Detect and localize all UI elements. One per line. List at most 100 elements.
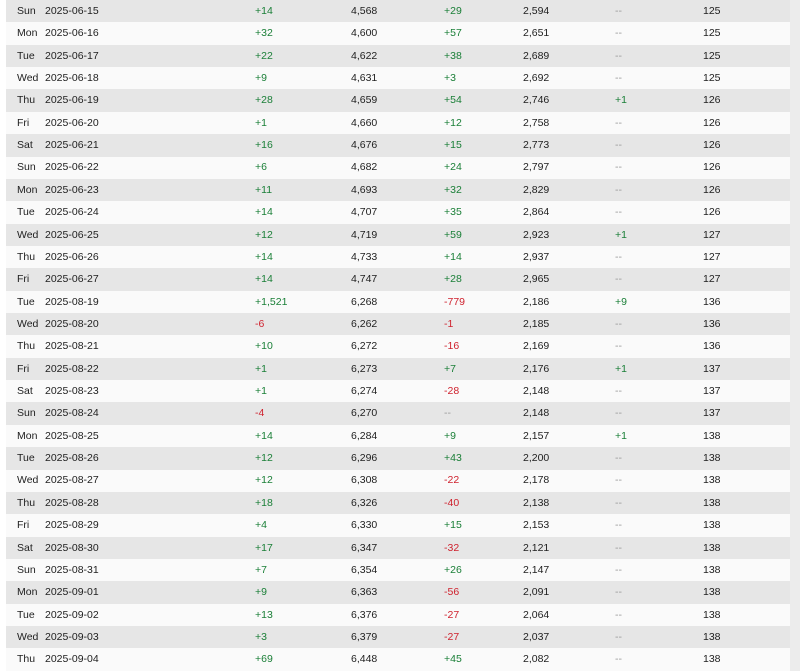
day-of-week-cell: Sat (17, 542, 33, 554)
change-1-cell: +9 (255, 73, 267, 84)
value-3-cell: 136 (703, 296, 721, 308)
value-3-cell: 138 (703, 631, 721, 643)
value-1-cell: 6,363 (351, 587, 378, 598)
change-2-cell: +15 (444, 520, 462, 531)
change-1-cell: +17 (255, 542, 273, 554)
day-of-week-cell: Wed (17, 318, 39, 330)
value-2-cell: 2,746 (523, 95, 550, 106)
change-3-cell: -- (615, 162, 622, 173)
table-row: Tue 2025-06-24 +14 4,707 +35 2,864 -- 12… (6, 201, 790, 224)
date-cell: 2025-08-30 (45, 542, 99, 554)
value-3-cell: 126 (703, 95, 721, 106)
change-2-cell: +54 (444, 95, 462, 106)
change-2-cell: -- (444, 408, 451, 419)
date-cell: 2025-06-15 (45, 5, 99, 17)
change-2-cell: +35 (444, 207, 462, 218)
change-1-cell: +13 (255, 609, 273, 621)
change-1-cell: +9 (255, 587, 267, 598)
value-1-cell: 6,262 (351, 318, 378, 330)
table-row: Sat 2025-06-21 +16 4,676 +15 2,773 -- 12… (6, 134, 790, 157)
table-row: Wed 2025-06-25 +12 4,719 +59 2,923 +1 12… (6, 223, 790, 246)
day-of-week-cell: Mon (17, 587, 38, 598)
day-of-week-cell: Wed (17, 475, 39, 486)
day-of-week-cell: Thu (17, 497, 36, 509)
change-3-cell: -- (615, 475, 622, 486)
value-1-cell: 4,660 (351, 117, 378, 129)
change-1-cell: +10 (255, 341, 273, 352)
value-3-cell: 136 (703, 318, 721, 330)
value-1-cell: 6,330 (351, 520, 378, 531)
table-row: Sat 2025-08-23 +1 6,274 -28 2,148 -- 137 (6, 380, 790, 403)
date-cell: 2025-06-21 (45, 140, 99, 151)
value-1-cell: 6,379 (351, 631, 378, 643)
value-3-cell: 127 (703, 229, 721, 241)
change-2-cell: -40 (444, 497, 460, 509)
day-of-week-cell: Tue (17, 207, 35, 218)
change-3-cell: +1 (615, 95, 627, 106)
change-1-cell: -4 (255, 408, 265, 419)
day-of-week-cell: Thu (17, 341, 36, 352)
change-2-cell: +12 (444, 117, 462, 129)
change-2-cell: +57 (444, 28, 462, 39)
value-1-cell: 6,448 (351, 654, 378, 665)
table-row: Sat 2025-08-30 +17 6,347 -32 2,121 -- 13… (6, 536, 790, 559)
value-3-cell: 127 (703, 251, 721, 263)
value-3-cell: 125 (703, 50, 721, 62)
change-3-cell: +1 (615, 363, 627, 375)
change-2-cell: -56 (444, 587, 460, 598)
change-2-cell: -32 (444, 542, 460, 554)
value-3-cell: 138 (703, 587, 721, 598)
change-3-cell: -- (615, 341, 622, 352)
date-cell: 2025-08-19 (45, 296, 99, 308)
table-row: Thu 2025-09-04 +69 6,448 +45 2,082 -- 13… (6, 648, 790, 671)
change-2-cell: +38 (444, 50, 462, 62)
change-1-cell: +7 (255, 564, 267, 576)
table-row: Sun 2025-06-22 +6 4,682 +24 2,797 -- 126 (6, 156, 790, 179)
value-2-cell: 2,037 (523, 631, 550, 643)
scrollbar-track[interactable] (790, 0, 800, 671)
value-2-cell: 2,651 (523, 28, 550, 39)
change-3-cell: -- (615, 497, 622, 509)
date-cell: 2025-06-25 (45, 229, 99, 241)
change-1-cell: +12 (255, 453, 273, 464)
value-1-cell: 6,347 (351, 542, 378, 554)
value-3-cell: 137 (703, 408, 721, 419)
table-row: Fri 2025-06-20 +1 4,660 +12 2,758 -- 126 (6, 111, 790, 135)
change-3-cell: -- (615, 117, 622, 129)
value-2-cell: 2,594 (523, 5, 550, 17)
value-2-cell: 2,692 (523, 73, 550, 84)
table-row: Fri 2025-08-29 +4 6,330 +15 2,153 -- 138 (6, 514, 790, 537)
date-cell: 2025-08-29 (45, 520, 99, 531)
change-3-cell: +1 (615, 430, 627, 442)
change-3-cell: -- (615, 5, 622, 17)
value-3-cell: 138 (703, 497, 721, 509)
value-2-cell: 2,064 (523, 609, 550, 621)
value-3-cell: 138 (703, 654, 721, 665)
value-2-cell: 2,178 (523, 475, 550, 486)
day-of-week-cell: Thu (17, 95, 36, 106)
change-3-cell: -- (615, 386, 622, 397)
table-row: Fri 2025-06-27 +14 4,747 +28 2,965 -- 12… (6, 268, 790, 291)
change-3-cell: -- (615, 73, 622, 84)
value-3-cell: 138 (703, 542, 721, 554)
change-3-cell: -- (615, 631, 622, 643)
day-of-week-cell: Sat (17, 386, 33, 397)
date-cell: 2025-08-22 (45, 363, 99, 375)
value-3-cell: 126 (703, 162, 721, 173)
value-3-cell: 125 (703, 5, 721, 17)
value-1-cell: 6,308 (351, 475, 378, 486)
value-3-cell: 126 (703, 117, 721, 129)
value-3-cell: 138 (703, 430, 721, 442)
value-2-cell: 2,176 (523, 363, 550, 375)
table-row: Sun 2025-08-24 -4 6,270 -- 2,148 -- 137 (6, 402, 790, 425)
change-2-cell: +26 (444, 564, 462, 576)
change-1-cell: +12 (255, 475, 273, 486)
value-2-cell: 2,965 (523, 274, 550, 285)
table-row: Thu 2025-08-28 +18 6,326 -40 2,138 -- 13… (6, 491, 790, 515)
table-row: Thu 2025-06-26 +14 4,733 +14 2,937 -- 12… (6, 245, 790, 269)
change-1-cell: +28 (255, 95, 273, 106)
table-row: Fri 2025-08-22 +1 6,273 +7 2,176 +1 137 (6, 357, 790, 381)
value-2-cell: 2,829 (523, 184, 550, 196)
